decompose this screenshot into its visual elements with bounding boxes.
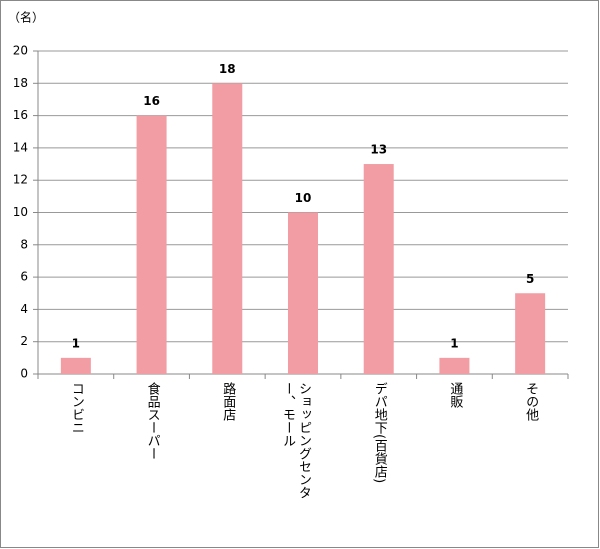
- bar: [60, 357, 91, 374]
- y-tick-label: 16: [13, 108, 28, 122]
- bar: [136, 115, 167, 374]
- x-tick-label: 路面店: [220, 382, 236, 421]
- bar: [288, 212, 318, 374]
- y-tick-label: 10: [13, 205, 28, 219]
- bar: [515, 293, 546, 374]
- bar: [363, 164, 394, 374]
- y-tick-label: 18: [13, 76, 28, 90]
- data-label: 18: [219, 62, 236, 76]
- x-tick-label: その他: [523, 382, 539, 421]
- y-tick-label: 14: [13, 140, 28, 154]
- x-tick-label: 食品スーパー: [144, 382, 160, 460]
- bar: [439, 357, 470, 374]
- x-tick-label: デパ地下(百貨店): [371, 382, 387, 484]
- data-label: 5: [526, 272, 534, 286]
- y-tick-label: 2: [20, 334, 28, 348]
- x-tick-label: 通販: [447, 382, 463, 408]
- y-tick-label: 0: [20, 367, 28, 381]
- data-label: 1: [72, 336, 80, 350]
- data-label: 13: [370, 143, 387, 157]
- bar: [212, 83, 243, 375]
- x-tick-label: コンビニ: [68, 382, 84, 434]
- data-label: 1: [450, 336, 458, 350]
- data-label: 10: [295, 191, 312, 205]
- y-tick-label: 12: [13, 173, 28, 187]
- data-label: 16: [143, 94, 160, 108]
- y-tick-label: 6: [20, 270, 28, 284]
- y-tick-label: 4: [20, 302, 28, 316]
- y-tick-label: 8: [20, 237, 28, 251]
- y-tick-label: 20: [13, 44, 28, 58]
- x-tick-label: ショッピングセンター、モール: [280, 382, 311, 499]
- y-unit-label: （名）: [8, 10, 44, 25]
